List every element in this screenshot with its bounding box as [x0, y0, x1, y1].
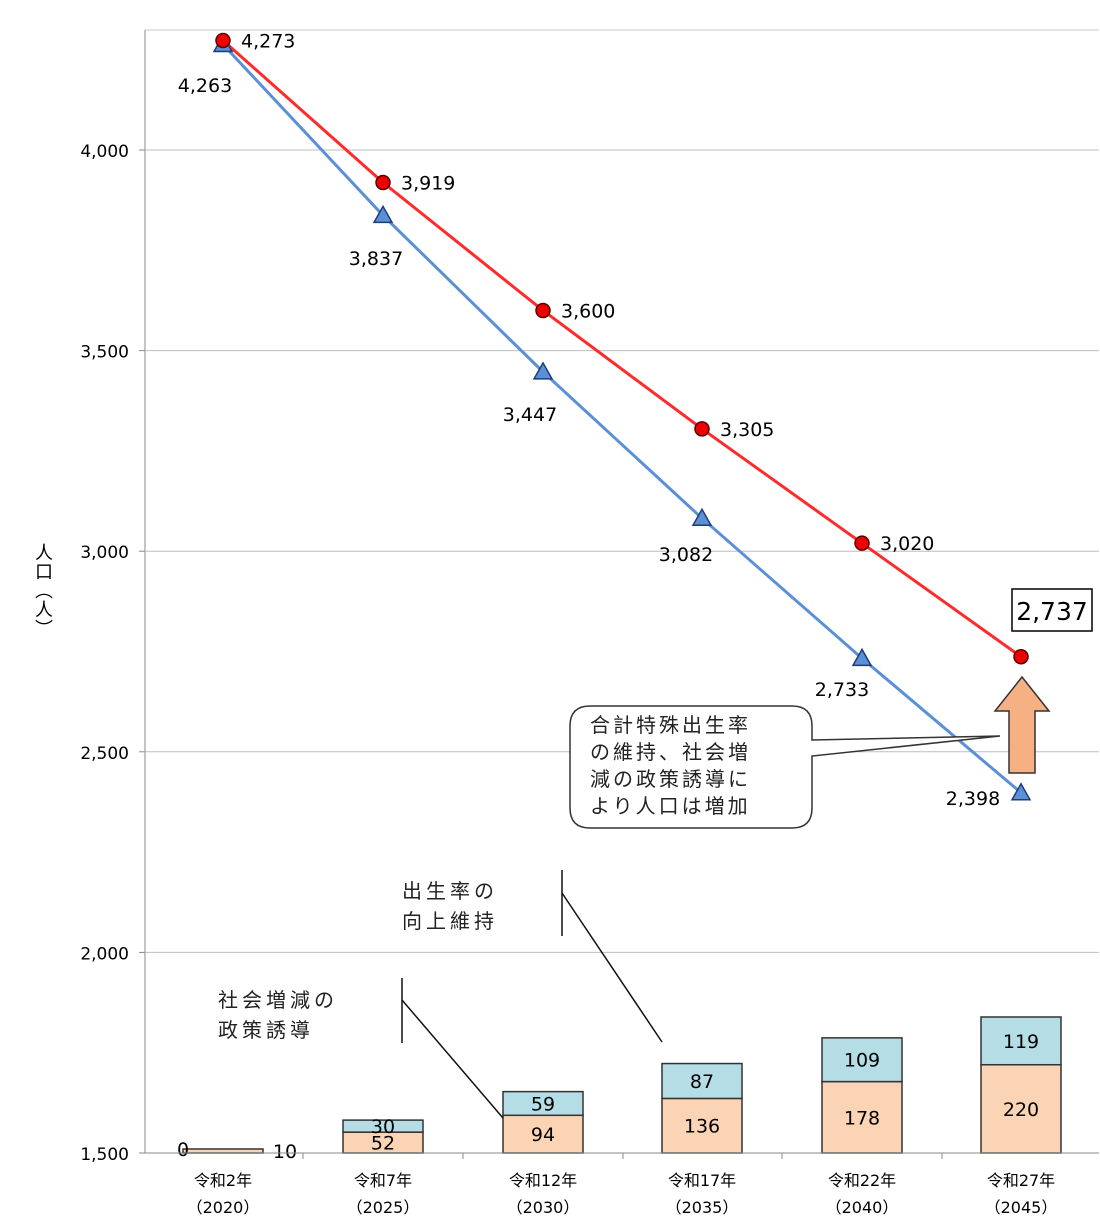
- callout-line: 減の政策誘導に: [590, 767, 751, 791]
- red-circle-marker: [535, 302, 551, 319]
- bar-lower-label: 52: [371, 1133, 395, 1155]
- bar-upper-label: 109: [844, 1050, 880, 1072]
- bar-upper: [661, 1062, 743, 1100]
- x-tick-year: （2040）: [826, 1198, 899, 1217]
- blue-data-label: 4,263: [178, 75, 232, 97]
- x-tick-label: 令和27年: [987, 1171, 1055, 1190]
- bar-upper-label: 87: [690, 1071, 714, 1093]
- bar-lower: [661, 1097, 743, 1154]
- red-circle-marker: [215, 32, 231, 49]
- up-arrow-icon: [993, 675, 1051, 774]
- blue-triangle-marker: [691, 507, 713, 527]
- x-tick-year: （2045）: [985, 1198, 1058, 1217]
- callout-text: 合計特殊出生率 の維持、社会増 減の政策誘導に より人口は増加: [590, 712, 800, 820]
- annotation-birthrate: 出生率の 向上維持: [402, 876, 572, 936]
- red-data-label: 3,919: [401, 172, 455, 194]
- bar-lower-label: 136: [684, 1116, 720, 1138]
- y-axis-title-wrap: 人口（人）: [30, 540, 54, 640]
- red-circle-marker: [854, 535, 870, 551]
- y-tick-label: 2,500: [80, 744, 129, 764]
- red-circle-marker: [1013, 648, 1029, 665]
- bar-upper-label: 30: [371, 1116, 395, 1138]
- red-data-label: 3,305: [720, 419, 774, 441]
- bar-lower: [502, 1114, 584, 1154]
- bar-lower-label: 178: [844, 1107, 880, 1129]
- bar-lower: [980, 1063, 1062, 1154]
- annotations: 2,737: [401, 588, 1093, 1119]
- highlight-box: [1011, 588, 1093, 632]
- x-tick-label: 令和7年: [354, 1171, 412, 1190]
- y-tick-label: 4,000: [80, 142, 129, 162]
- bar-upper: [821, 1037, 903, 1083]
- red-circle-marker: [375, 174, 391, 191]
- annotation-line: 政策誘導: [218, 1018, 314, 1042]
- x-axis: 令和2年 （2020） 令和7年 （2025） 令和12年 （2030） 令和17年 （203…: [145, 1152, 1099, 1217]
- bar-upper: [980, 1016, 1062, 1066]
- callout-line: の維持、社会増: [590, 740, 751, 764]
- y-axis: 1,500 2,000 2,500 3,000 3,500 4,000: [80, 142, 145, 1165]
- bar-upper-label: 119: [1003, 1031, 1039, 1053]
- blue-line: [221, 43, 1022, 794]
- y-tick-label: 2,000: [80, 944, 129, 964]
- annotation-leader: [401, 999, 504, 1119]
- bar-lower: [182, 1148, 264, 1154]
- x-tick-year: （2030）: [507, 1198, 580, 1217]
- y-tick-label: 3,000: [80, 543, 129, 563]
- x-tick-year: （2035）: [666, 1198, 739, 1217]
- blue-data-label: 3,837: [349, 248, 403, 270]
- red-data-label: 4,273: [241, 30, 295, 52]
- bar-upper: [342, 1119, 424, 1133]
- blue-triangle-marker: [372, 204, 394, 224]
- red-data-label: 3,020: [880, 533, 934, 555]
- y-tick-label: 1,500: [80, 1145, 129, 1165]
- bar-lower-label: 10: [273, 1141, 297, 1163]
- annotation-line: 向上維持: [402, 909, 498, 933]
- bar-upper: [502, 1090, 584, 1117]
- x-tick-label: 令和2年: [194, 1171, 252, 1190]
- y-tick-label: 3,500: [80, 343, 129, 363]
- red-circle-marker: [694, 421, 710, 437]
- x-tick-year: （2025）: [347, 1198, 420, 1217]
- blue-data-label: 2,733: [815, 679, 869, 701]
- annotation-line: 出生率の: [402, 879, 498, 903]
- blue-triangle-marker: [851, 647, 873, 667]
- annotation-leader: [561, 892, 663, 1043]
- y-axis-title: 人口（人）: [32, 542, 53, 638]
- blue-data-label: 2,398: [946, 788, 1000, 810]
- grid-lines: [144, 29, 1099, 1153]
- x-tick-label: 令和22年: [828, 1171, 896, 1190]
- line-series: 4,263 3,837 3,447 3,082 2,733 2,398 4,273 3,919…: [178, 30, 1032, 810]
- highlight-value: 2,737: [1016, 597, 1088, 626]
- x-tick-label: 令和17年: [668, 1171, 736, 1190]
- blue-triangle-marker: [532, 361, 554, 380]
- bar-upper-label: 0: [177, 1139, 189, 1161]
- bar-lower-label: 94: [531, 1124, 555, 1146]
- bar-upper-label: 59: [531, 1093, 555, 1115]
- callout-line: より人口は増加: [590, 794, 751, 818]
- x-tick-label: 令和12年: [509, 1171, 577, 1190]
- annotation-social: 社会増減の 政策誘導: [218, 985, 388, 1045]
- blue-data-label: 3,447: [503, 404, 557, 426]
- callout-bubble: [569, 705, 1001, 829]
- bar-lower: [821, 1080, 903, 1154]
- blue-data-label: 3,082: [659, 544, 713, 566]
- x-tick-year: （2020）: [187, 1198, 260, 1217]
- blue-triangle-marker: [1010, 782, 1032, 801]
- callout-line: 合計特殊出生率: [590, 713, 751, 737]
- bar-lower-label: 220: [1003, 1099, 1039, 1121]
- annotation-line: 社会増減の: [218, 988, 338, 1012]
- red-data-label: 3,600: [561, 300, 615, 322]
- red-line: [222, 39, 1022, 658]
